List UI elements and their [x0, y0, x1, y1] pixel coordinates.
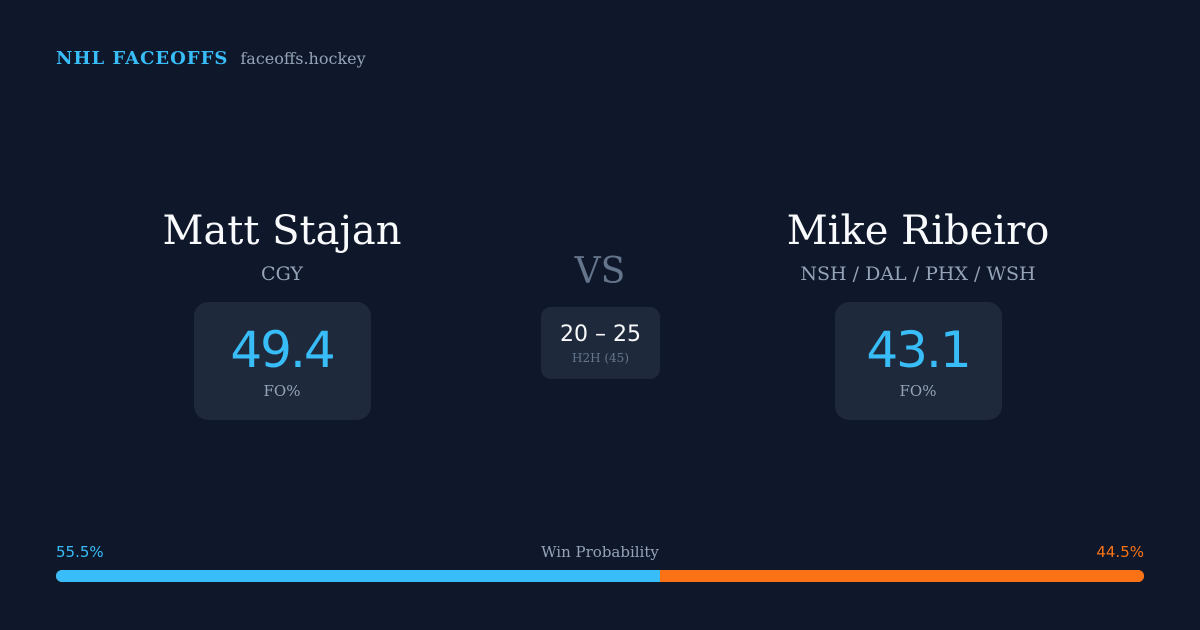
- win-probability-fill-right: [659, 570, 1144, 582]
- player-right: Mike Ribeiro NSH / DAL / PHX / WSH 43.1 …: [708, 206, 1128, 420]
- win-probability-left: 55.5%: [56, 543, 104, 561]
- win-probability-title: Win Probability: [541, 543, 659, 561]
- brand-title: NHL FACEOFFS: [56, 48, 229, 69]
- h2h-score: 20 – 25: [560, 322, 641, 347]
- player-left-team: CGY: [261, 263, 303, 285]
- player-left-fo-pct: 49.4: [230, 321, 335, 379]
- player-right-fo-label: FO%: [899, 382, 937, 400]
- vs-label: VS: [574, 251, 626, 292]
- player-left: Matt Stajan CGY 49.4 FO%: [72, 206, 492, 420]
- win-probability-right: 44.5%: [1096, 543, 1144, 561]
- win-probability-labels: Win Probability 55.5% 44.5%: [56, 542, 1144, 564]
- win-probability-bar: [56, 570, 1144, 582]
- player-left-fo-label: FO%: [263, 382, 301, 400]
- h2h-label: H2H (45): [571, 351, 629, 365]
- player-left-name: Matt Stajan: [162, 208, 402, 254]
- player-right-name: Mike Ribeiro: [786, 208, 1050, 254]
- brand-domain: faceoffs.hockey: [240, 49, 366, 68]
- win-probability-fill-left: [56, 570, 660, 582]
- player-left-stat-card: 49.4 FO%: [193, 302, 371, 420]
- player-right-team: NSH / DAL / PHX / WSH: [800, 263, 1036, 285]
- brand-header: NHL FACEOFFS faceoffs.hockey: [56, 48, 366, 69]
- h2h-card: 20 – 25 H2H (45): [541, 307, 660, 379]
- player-right-fo-pct: 43.1: [866, 321, 971, 379]
- player-right-stat-card: 43.1 FO%: [834, 302, 1002, 420]
